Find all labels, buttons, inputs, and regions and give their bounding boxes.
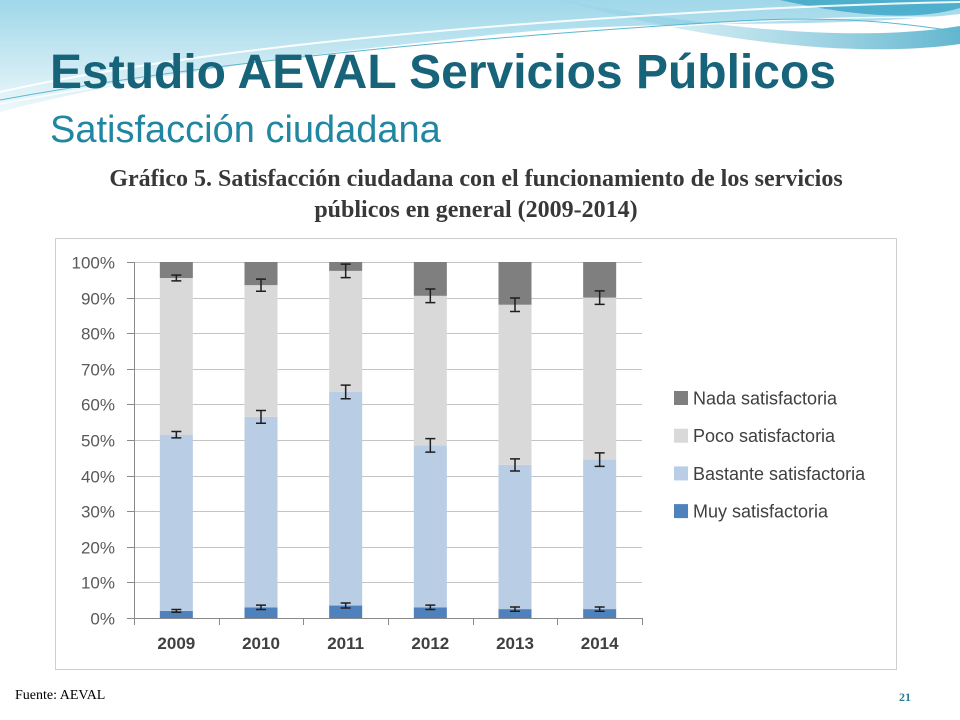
x-tick-label: 2010 (242, 634, 280, 653)
y-tick-label: 20% (81, 539, 115, 558)
y-tick-label: 60% (81, 396, 115, 415)
error-bar-poco-satisfactoria-2009 (171, 274, 182, 282)
slide-number: 21 (899, 690, 911, 704)
legend-swatch-bastante-satisfactoria (674, 466, 688, 481)
chart-title-line-1: Gráfico 5. Satisfacción ciudadana con el… (109, 166, 843, 192)
bar-muy-satisfactoria-2010 (244, 607, 278, 618)
bar-muy-satisfactoria-2011 (329, 605, 363, 618)
bar-nada-satisfactoria-2010 (244, 262, 278, 286)
error-bar-poco-satisfactoria-2014 (594, 290, 605, 306)
bar-bastante-satisfactoria-2009 (159, 434, 193, 611)
legend-swatch-poco-satisfactoria (674, 428, 688, 443)
legend-swatch-nada-satisfactoria (674, 391, 688, 405)
bar-muy-satisfactoria-2012 (413, 607, 447, 618)
error-bar-bastante-satisfactoria-2011 (340, 384, 351, 400)
error-bar-muy-satisfactoria-2013 (510, 606, 520, 612)
bar-poco-satisfactoria-2010 (244, 285, 278, 417)
bar-poco-satisfactoria-2011 (329, 270, 363, 392)
wave-shape (0, 0, 960, 112)
legend-label-poco-satisfactoria: Poco satisfactoria (693, 426, 836, 446)
bar-poco-satisfactoria-2013 (498, 304, 532, 465)
error-bar-muy-satisfactoria-2014 (594, 606, 605, 612)
series-poco-satisfactoria (159, 270, 617, 465)
series-bastante-satisfactoria (159, 391, 617, 611)
bar-muy-satisfactoria-2013 (498, 609, 532, 618)
bar-bastante-satisfactoria-2012 (413, 445, 447, 608)
wave-line (0, 1, 960, 93)
bar-muy-satisfactoria-2009 (159, 610, 193, 618)
error-bar-muy-satisfactoria-2009 (171, 608, 182, 614)
bar-bastante-satisfactoria-2014 (583, 459, 617, 610)
error-bar-poco-satisfactoria-2011 (340, 263, 351, 279)
error-bar-bastante-satisfactoria-2012 (425, 437, 436, 453)
error-bar-muy-satisfactoria-2011 (340, 602, 351, 609)
y-tick-label: 50% (81, 432, 115, 451)
bar-bastante-satisfactoria-2011 (329, 391, 363, 606)
error-bar-muy-satisfactoria-2010 (256, 604, 266, 611)
x-tick-label: 2014 (581, 634, 619, 653)
y-tick-label: 90% (81, 290, 115, 309)
legend-label-bastante-satisfactoria: Bastante satisfactoria (693, 464, 866, 484)
error-bar-poco-satisfactoria-2012 (425, 288, 436, 304)
error-bar-bastante-satisfactoria-2009 (171, 430, 182, 439)
chart-title: Gráfico 5. Satisfacción ciudadana con el… (55, 164, 897, 226)
header-wave-decoration (0, 0, 960, 112)
error-bar-poco-satisfactoria-2010 (256, 278, 266, 292)
wave-line (0, 16, 960, 105)
error-bar-bastante-satisfactoria-2014 (594, 452, 605, 468)
error-bar-muy-satisfactoria-2012 (425, 604, 436, 611)
legend-label-nada-satisfactoria: Nada satisfactoria (693, 389, 838, 409)
bar-poco-satisfactoria-2012 (413, 295, 447, 446)
chart-title-line-2: públicos en general (2009-2014) (314, 197, 638, 223)
bar-poco-satisfactoria-2014 (583, 297, 617, 460)
wave-line (0, 18, 960, 101)
wave-shape (560, 0, 960, 50)
bar-bastante-satisfactoria-2013 (498, 464, 532, 610)
x-tick-label: 2012 (411, 634, 449, 653)
slide-title: Estudio AEVAL Servicios Públicos (50, 46, 836, 99)
chart-border (55, 238, 897, 670)
bar-muy-satisfactoria-2014 (583, 609, 617, 618)
bar-nada-satisfactoria-2009 (159, 262, 193, 279)
y-tick-label: 0% (90, 610, 115, 629)
error-bars (171, 263, 605, 614)
y-tick-label: 100% (72, 254, 115, 273)
chart-frame: 0% 10% 20% 30% 40% 50% 60% 70% 80% 90% 100% 2009 201… (55, 238, 897, 670)
bar-bastante-satisfactoria-2010 (244, 416, 278, 608)
y-axis: 0% 10% 20% 30% 40% 50% 60% 70% 80% 90% 100% (72, 254, 135, 629)
x-tick-label: 2013 (496, 634, 534, 653)
legend: Nada satisfactoria Poco satisfactoria Bast… (674, 389, 866, 522)
y-tick-label: 80% (81, 325, 115, 344)
y-tick-label: 70% (81, 361, 115, 380)
error-bar-bastante-satisfactoria-2013 (510, 458, 520, 472)
series-muy-satisfactoria (159, 605, 617, 618)
y-tick-label: 30% (81, 503, 115, 522)
y-tick-label: 10% (81, 574, 115, 593)
source-note: Fuente: AEVAL (15, 688, 106, 703)
stacked-bar-chart: 0% 10% 20% 30% 40% 50% 60% 70% 80% 90% 100% 2009 201… (55, 238, 897, 670)
x-tick-label: 2009 (157, 634, 195, 653)
slide-subtitle: Satisfacción ciudadana (50, 109, 441, 151)
x-tick-label: 2011 (327, 634, 364, 653)
legend-label-muy-satisfactoria: Muy satisfactoria (693, 502, 829, 522)
error-bar-poco-satisfactoria-2013 (510, 297, 520, 313)
y-tick-label: 40% (81, 468, 115, 487)
legend-swatch-muy-satisfactoria (674, 504, 688, 519)
error-bar-bastante-satisfactoria-2010 (256, 409, 266, 425)
bar-poco-satisfactoria-2009 (159, 278, 193, 435)
x-axis: 2009 2010 2011 2012 2013 2014 (134, 618, 643, 653)
